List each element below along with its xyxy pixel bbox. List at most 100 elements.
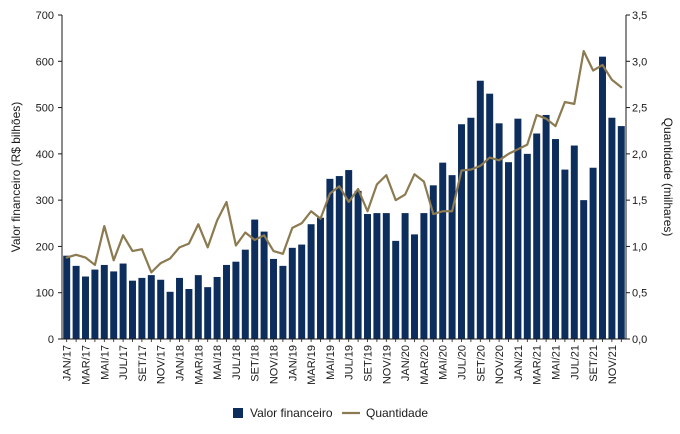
- bar-mar-19: [307, 224, 315, 339]
- bar-mar-21: [533, 133, 541, 339]
- right-tick-label: 3,0: [632, 56, 647, 68]
- bar-jan-18: [176, 277, 183, 339]
- right-tick-label: 0,5: [632, 288, 647, 300]
- bar-set-18: [251, 219, 259, 339]
- right-tick-label: 2,0: [632, 149, 647, 161]
- bar-set-20: [476, 80, 484, 339]
- bar-dez-20: [505, 162, 512, 339]
- bar-jul-17: [119, 263, 127, 339]
- left-tick-label: 200: [36, 241, 54, 253]
- legend: Valor financeiro Quantidade: [233, 406, 428, 420]
- bar-ago-17: [129, 280, 136, 339]
- left-tick-label: 400: [36, 149, 54, 161]
- bar-fev-18: [185, 289, 193, 339]
- x-tick-label: JUL/17: [118, 345, 130, 380]
- bar-nov-19: [382, 213, 390, 339]
- bar-mai-19: [326, 178, 334, 339]
- bar-jun-18: [223, 264, 230, 339]
- line-series-quantidade: [65, 49, 623, 274]
- bar-ago-20: [467, 117, 475, 339]
- x-tick-label: NOV/18: [269, 345, 281, 384]
- x-tick-label: JUL/21: [569, 345, 581, 380]
- bar-nov-20: [495, 123, 503, 339]
- left-tick-label: 300: [36, 195, 54, 207]
- bar-jan-20: [401, 213, 409, 339]
- x-tick-label: MAI/20: [438, 345, 450, 380]
- bar-fev-21: [523, 153, 531, 339]
- legend-label-valor-financeiro: Valor financeiro: [250, 406, 333, 420]
- bar-fev-17: [72, 265, 80, 339]
- x-tick-label: MAR/17: [81, 345, 93, 385]
- bar-dez-21: [617, 126, 625, 339]
- x-tick-label: SET/19: [363, 345, 375, 382]
- quantidade-line: [65, 49, 623, 274]
- bar-out-18: [260, 231, 268, 339]
- x-tick-label: MAR/20: [419, 345, 431, 385]
- x-tick-label: JUL/20: [457, 345, 469, 380]
- left-tick-label: 100: [36, 288, 54, 300]
- x-tick-label: MAR/18: [193, 345, 205, 385]
- bar-nov-17: [157, 279, 165, 339]
- left-tick-label: 500: [36, 103, 54, 115]
- bar-set-19: [364, 214, 371, 339]
- x-tick-label: MAI/18: [212, 345, 224, 380]
- bar-out-19: [373, 213, 381, 339]
- right-axis-title: Quantidade (milhares): [661, 118, 675, 237]
- right-tick-label: 1,0: [632, 241, 647, 253]
- bar-abr-18: [204, 287, 212, 339]
- bar-dez-17: [166, 291, 174, 339]
- bar-jul-21: [570, 145, 578, 339]
- bar-ago-18: [241, 249, 249, 339]
- bar-abr-21: [542, 114, 550, 339]
- bar-mai-18: [213, 276, 221, 339]
- left-tick-label: 600: [36, 56, 54, 68]
- bar-out-17: [147, 275, 155, 339]
- x-tick-label: NOV/17: [156, 345, 168, 384]
- bar-nov-18: [270, 258, 277, 339]
- x-tick-label: JAN/17: [62, 345, 74, 381]
- legend-swatch-valor-financeiro: [233, 408, 243, 418]
- x-axis-ticks: JAN/17 MAR/17 MAI/17 JUL/17 SET/17 NOV/17 JAN/…: [62, 339, 622, 385]
- x-tick-label: NOV/20: [494, 345, 506, 384]
- left-axis-ticks: 0 100 200 300 400 500 600 700: [36, 10, 62, 346]
- bar-out-20: [486, 93, 494, 339]
- bar-mai-17: [100, 264, 108, 339]
- x-tick-label: SET/17: [137, 345, 149, 382]
- bar-nov-21: [608, 117, 616, 339]
- x-tick-label: JAN/21: [513, 345, 525, 381]
- bar-fev-20: [411, 234, 418, 339]
- right-tick-label: 0,0: [632, 334, 647, 346]
- bar-dez-18: [279, 265, 287, 339]
- x-tick-label: NOV/21: [607, 345, 619, 384]
- bar-jan-19: [288, 247, 296, 339]
- legend-label-quantidade: Quantidade: [366, 406, 428, 420]
- left-tick-label: 0: [48, 334, 54, 346]
- x-tick-label: MAR/19: [306, 345, 318, 385]
- x-tick-label: SET/18: [250, 345, 262, 382]
- right-tick-label: 3,5: [632, 10, 647, 22]
- bar-mar-20: [420, 213, 428, 339]
- x-tick-label: MAI/17: [99, 345, 111, 380]
- x-tick-label: SET/20: [475, 345, 487, 382]
- bar-jan-17: [63, 255, 71, 339]
- x-tick-label: JAN/20: [400, 345, 412, 381]
- x-tick-label: NOV/19: [381, 345, 393, 384]
- bar-mar-18: [194, 275, 202, 339]
- bar-mai-21: [552, 139, 559, 339]
- bar-jun-20: [448, 175, 456, 339]
- bar-mar-17: [82, 276, 89, 339]
- bar-abr-19: [317, 217, 324, 339]
- bar-jan-21: [514, 118, 522, 340]
- bar-jun-17: [110, 271, 118, 339]
- x-tick-label: JUL/18: [231, 345, 243, 380]
- bar-jul-19: [345, 170, 353, 339]
- bar-jun-21: [561, 169, 569, 339]
- x-tick-label: MAI/21: [551, 345, 563, 380]
- right-axis-ticks: 0,0 0,5 1,0 1,5 2,0 2,5 3,0 3,5: [626, 10, 647, 346]
- bar-out-21: [599, 56, 606, 339]
- x-tick-label: MAR/21: [532, 345, 544, 385]
- bar-ago-19: [354, 190, 362, 339]
- left-axis-title: Valor financeiro (R$ bilhões): [9, 102, 23, 253]
- left-tick-label: 700: [36, 10, 54, 22]
